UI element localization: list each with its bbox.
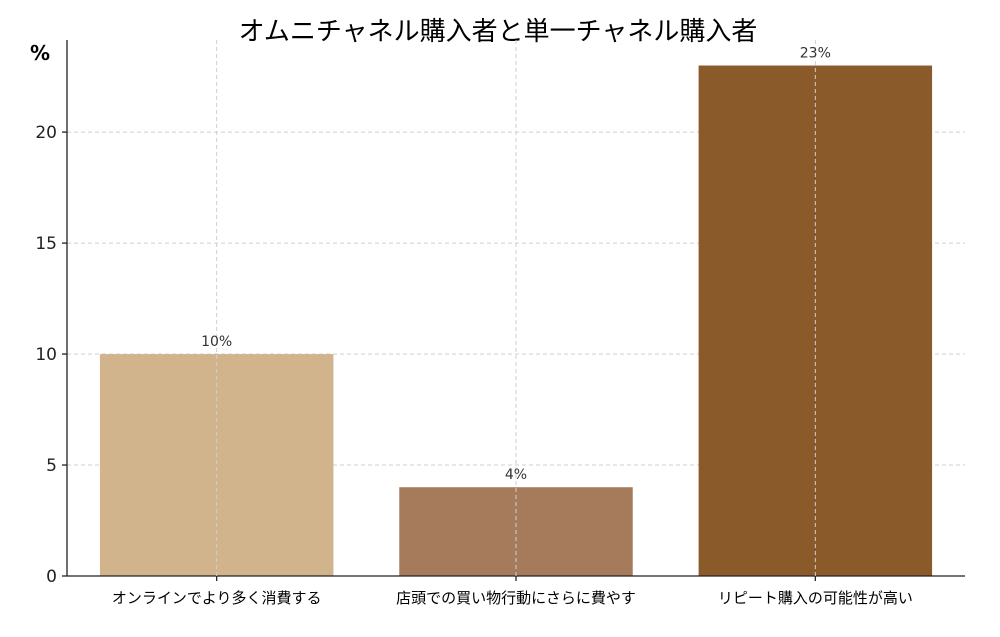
y-tick-label: 10: [35, 345, 57, 365]
y-tick-label: 0: [46, 567, 57, 587]
x-tick-label: 店頭での買い物行動にさらに費やす: [396, 589, 636, 607]
x-tick-label: オンラインでより多く消費する: [112, 589, 322, 607]
bar-1: [99, 354, 334, 576]
x-tick-labels: オンラインでより多く消費する 店頭での買い物行動にさらに費やす リピート購入の可能性…: [112, 576, 913, 607]
data-label: 10%: [201, 334, 232, 350]
y-axis-label: %: [30, 41, 50, 65]
y-tick-label: 20: [35, 123, 57, 143]
data-label: 4%: [505, 467, 527, 483]
data-label: 23%: [800, 46, 831, 62]
y-tick-label: 15: [35, 234, 57, 254]
x-tick-label: リピート購入の可能性が高い: [718, 589, 913, 607]
y-tick-label: 5: [46, 456, 57, 476]
chart-title: オムニチャネル購入者と単一チャネル購入者: [239, 17, 758, 47]
y-tick-labels: 0 5 10 15 20: [35, 123, 67, 587]
data-labels: 10% 4% 23%: [201, 40, 831, 576]
